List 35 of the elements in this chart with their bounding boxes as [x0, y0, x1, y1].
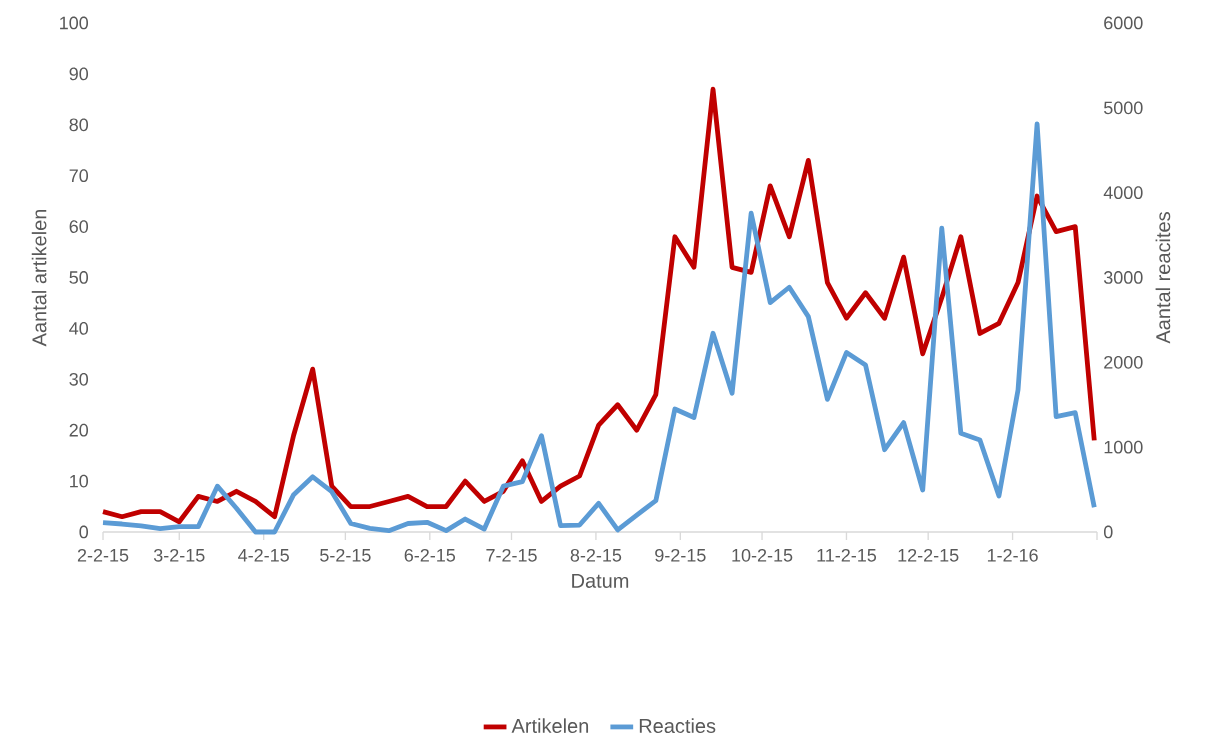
- legend-label: Artikelen: [511, 718, 589, 734]
- y2-tick-label: 4000: [1103, 186, 1143, 200]
- x-tick-label: 5-2-15: [320, 548, 371, 562]
- x-tick-label: 6-2-15: [404, 548, 456, 562]
- x-tick-label: 1-2-16: [987, 548, 1038, 562]
- y-tick-label: 80: [69, 118, 89, 132]
- y-tick-label: 40: [69, 322, 89, 335]
- y-tick-label: 70: [69, 169, 89, 183]
- y-tick-label: 60: [69, 220, 89, 233]
- x-tick-label: 12-2-15: [898, 548, 959, 562]
- y2-tick-label: 5000: [1103, 101, 1143, 115]
- y-axis-title: Aantal artikelen: [31, 209, 47, 347]
- y-tick-label: 90: [69, 67, 89, 81]
- legend-label: Reacties: [639, 718, 716, 734]
- y2-tick-label: 2000: [1104, 355, 1143, 369]
- y-tick-label: 50: [69, 271, 89, 284]
- y2-tick-label: 1000: [1104, 440, 1143, 454]
- y-tick-label: 10: [70, 474, 89, 488]
- y-tick-label: 30: [69, 372, 89, 386]
- x-axis-title: Datum: [572, 573, 629, 588]
- y2-axis-title: Aantal reacites: [1155, 212, 1171, 344]
- x-tick-label: 7-2-15: [486, 548, 537, 562]
- x-tick-label: 11-2-15: [817, 548, 877, 562]
- y2-tick-label: 3000: [1103, 271, 1143, 284]
- y-tick-label: 100: [60, 16, 89, 30]
- x-tick-label: 4-2-15: [238, 548, 289, 562]
- x-tick-label: 9-2-15: [655, 548, 706, 562]
- y-tick-label: 20: [69, 423, 89, 437]
- x-tick-label: 3-2-15: [153, 548, 205, 562]
- y2-tick-label: 0: [1103, 525, 1113, 539]
- y2-tick-label: 6000: [1104, 16, 1143, 30]
- y-tick-label: 0: [79, 525, 89, 539]
- x-tick-label: 2-2-15: [77, 548, 129, 562]
- x-tick-label: 10-2-15: [732, 548, 793, 562]
- x-tick-label: 8-2-15: [570, 548, 622, 562]
